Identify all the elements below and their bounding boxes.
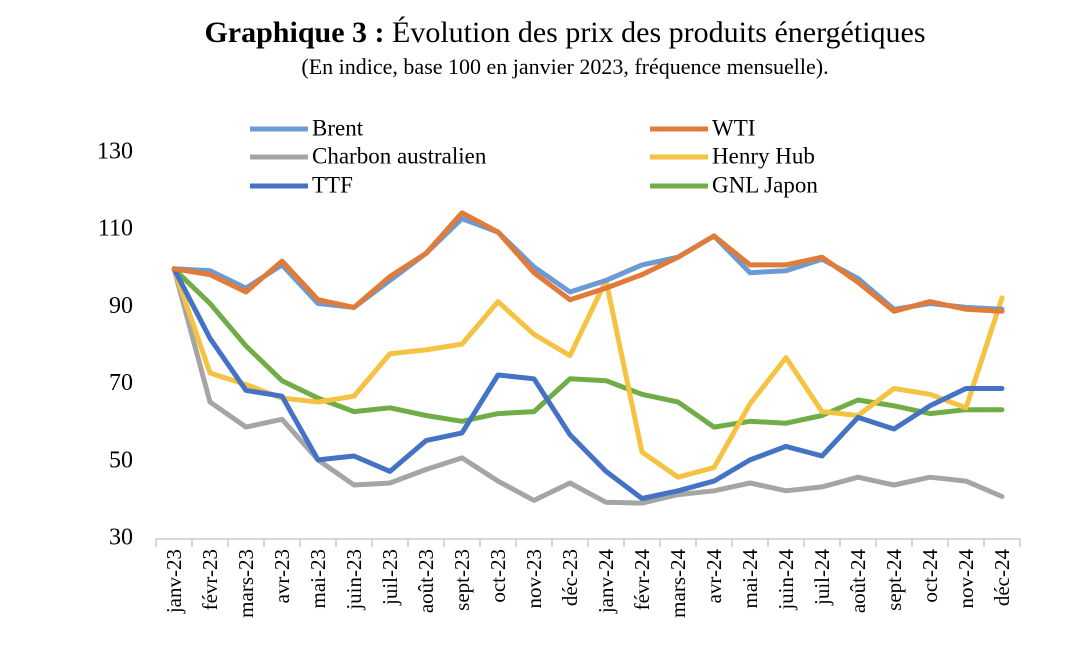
x-tick-label-juin-23: juin-23 xyxy=(342,549,366,611)
legend-label-ttf: TTF xyxy=(312,172,353,197)
x-tick-label-oct-23: oct-23 xyxy=(486,549,510,603)
legend-label-brent: Brent xyxy=(312,115,364,140)
series-group xyxy=(171,210,1005,506)
chart-title: Graphique 3 : Évolution des prix des pro… xyxy=(0,14,1076,52)
y-tick-label-30: 30 xyxy=(109,525,133,551)
x-tick-label-dec-24: déc-24 xyxy=(990,549,1014,607)
x-tick-label-juil-24: juil-24 xyxy=(810,549,834,606)
x-tick-label-mars-23: mars-23 xyxy=(234,549,258,618)
y-tick-label-130: 130 xyxy=(97,139,133,165)
legend-label-henry-hub: Henry Hub xyxy=(712,143,815,168)
series-line-brent xyxy=(171,216,1005,312)
x-tick-label-sept-23: sept-23 xyxy=(450,549,474,611)
x-tick-label-mai-23: mai-23 xyxy=(306,549,330,608)
x-tick-label-juin-24: juin-24 xyxy=(774,549,798,611)
x-tick-label-mai-24: mai-24 xyxy=(738,549,762,609)
x-tick-label-oct-24: oct-24 xyxy=(918,549,942,603)
x-tick-label-avr-23: avr-23 xyxy=(270,549,294,603)
y-tick-label-50: 50 xyxy=(109,447,133,473)
x-tick-label-aout-24: août-24 xyxy=(846,549,870,614)
x-tick-label-juil-23: juil-23 xyxy=(378,549,402,606)
x-tick-label-fevr-24: févr-24 xyxy=(630,549,654,611)
title-block: Graphique 3 : Évolution des prix des pro… xyxy=(0,14,1076,80)
series-line-henry-hub xyxy=(171,266,1005,480)
x-tick-label-aout-23: août-23 xyxy=(414,549,438,613)
chart-legend: Brent WTI Charbon australien Henry Hub TTF GN… xyxy=(250,115,818,197)
series-line-gnl-japon xyxy=(171,266,1005,430)
x-axis: janv-23 févr-23 mars-23 avr-23 mai-23 juin-23… xyxy=(155,538,1021,618)
y-tick-label-90: 90 xyxy=(109,293,133,319)
x-tick-label-janv-24: janv-24 xyxy=(594,549,618,615)
series-line-ttf xyxy=(171,266,1005,501)
x-tick-label-sept-24: sept-24 xyxy=(882,549,906,611)
series-line-wti xyxy=(171,210,1005,314)
x-tick-label-fevr-23: févr-23 xyxy=(198,549,222,610)
y-tick-label-70: 70 xyxy=(109,370,133,396)
chart-title-main: Évolution des prix des produits énergéti… xyxy=(392,16,926,49)
x-tick-label-avr-24: avr-24 xyxy=(702,549,726,604)
x-tick-label-janv-23: janv-23 xyxy=(162,549,186,614)
chart-subtitle: (En indice, base 100 en janvier 2023, fr… xyxy=(301,54,829,79)
y-tick-label-110: 110 xyxy=(98,216,133,242)
x-tick-label-mars-24: mars-24 xyxy=(666,549,690,618)
x-tick-label-nov-24: nov-24 xyxy=(954,549,978,609)
legend-label-charbon-australien: Charbon australien xyxy=(312,143,487,168)
legend-label-wti: WTI xyxy=(712,115,755,140)
x-tick-label-nov-23: nov-23 xyxy=(522,549,546,609)
chart-title-prefix: Graphique 3 : xyxy=(204,16,385,49)
x-tick-label-dec-23: déc-23 xyxy=(558,549,582,606)
legend-label-gnl-japon: GNL Japon xyxy=(712,172,818,197)
y-axis: 30 50 70 90 110 130 xyxy=(97,139,133,551)
